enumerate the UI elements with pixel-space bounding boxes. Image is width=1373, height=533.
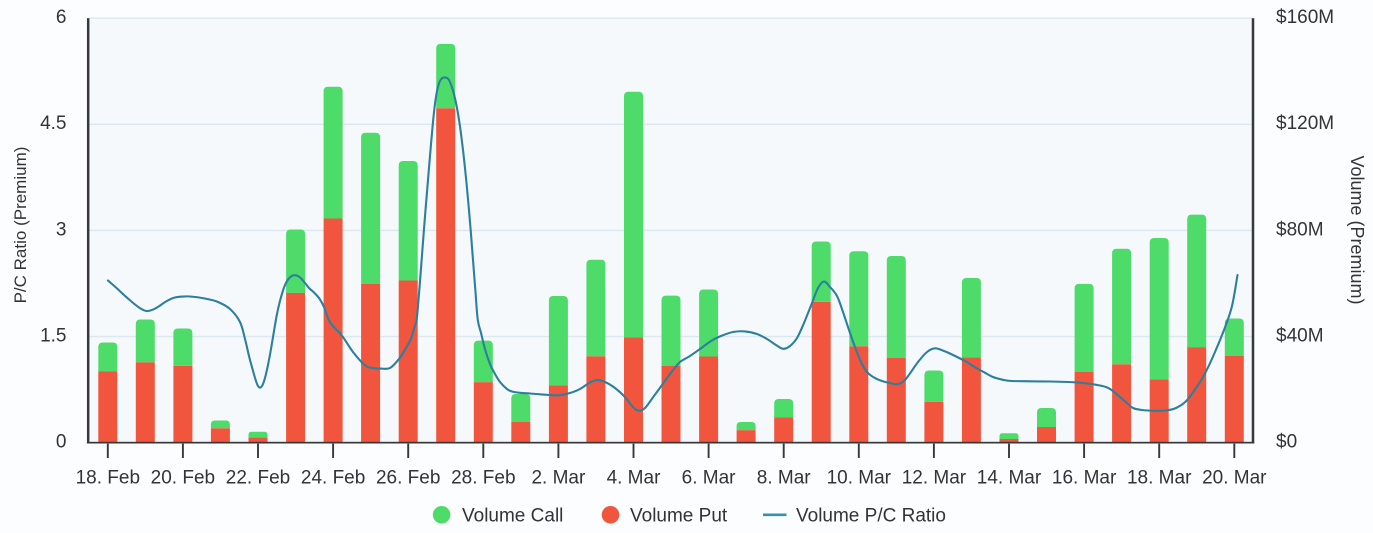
svg-text:26. Feb: 26. Feb bbox=[376, 467, 440, 488]
svg-text:$40M: $40M bbox=[1276, 326, 1324, 347]
svg-text:16. Mar: 16. Mar bbox=[1052, 467, 1117, 488]
svg-text:Volume (Premium): Volume (Premium) bbox=[1347, 155, 1367, 304]
svg-text:$160M: $160M bbox=[1276, 7, 1334, 28]
svg-text:Volume Call: Volume Call bbox=[462, 505, 563, 526]
svg-text:$120M: $120M bbox=[1276, 113, 1334, 134]
svg-text:24. Feb: 24. Feb bbox=[301, 467, 365, 488]
svg-text:P/C Ratio (Premium): P/C Ratio (Premium) bbox=[11, 147, 30, 304]
svg-text:3: 3 bbox=[56, 219, 67, 240]
svg-text:Volume Put: Volume Put bbox=[630, 505, 728, 526]
svg-text:6. Mar: 6. Mar bbox=[682, 467, 737, 488]
svg-text:4.5: 4.5 bbox=[40, 113, 66, 134]
svg-text:22. Feb: 22. Feb bbox=[226, 467, 290, 488]
svg-text:2. Mar: 2. Mar bbox=[531, 467, 586, 488]
svg-text:18. Feb: 18. Feb bbox=[76, 467, 140, 488]
svg-text:12. Mar: 12. Mar bbox=[902, 467, 967, 488]
svg-text:18. Mar: 18. Mar bbox=[1127, 467, 1192, 488]
svg-text:10. Mar: 10. Mar bbox=[827, 467, 892, 488]
svg-text:6: 6 bbox=[56, 7, 67, 28]
svg-text:4. Mar: 4. Mar bbox=[607, 467, 662, 488]
svg-text:28. Feb: 28. Feb bbox=[451, 467, 515, 488]
svg-text:8. Mar: 8. Mar bbox=[757, 467, 812, 488]
svg-text:20. Feb: 20. Feb bbox=[151, 467, 215, 488]
svg-text:Volume P/C Ratio: Volume P/C Ratio bbox=[796, 505, 946, 526]
svg-text:$80M: $80M bbox=[1276, 219, 1324, 240]
svg-text:14. Mar: 14. Mar bbox=[977, 467, 1042, 488]
svg-text:0: 0 bbox=[56, 432, 67, 453]
svg-text:1.5: 1.5 bbox=[40, 326, 66, 347]
svg-text:$0: $0 bbox=[1276, 432, 1297, 453]
svg-text:20. Mar: 20. Mar bbox=[1202, 467, 1267, 488]
